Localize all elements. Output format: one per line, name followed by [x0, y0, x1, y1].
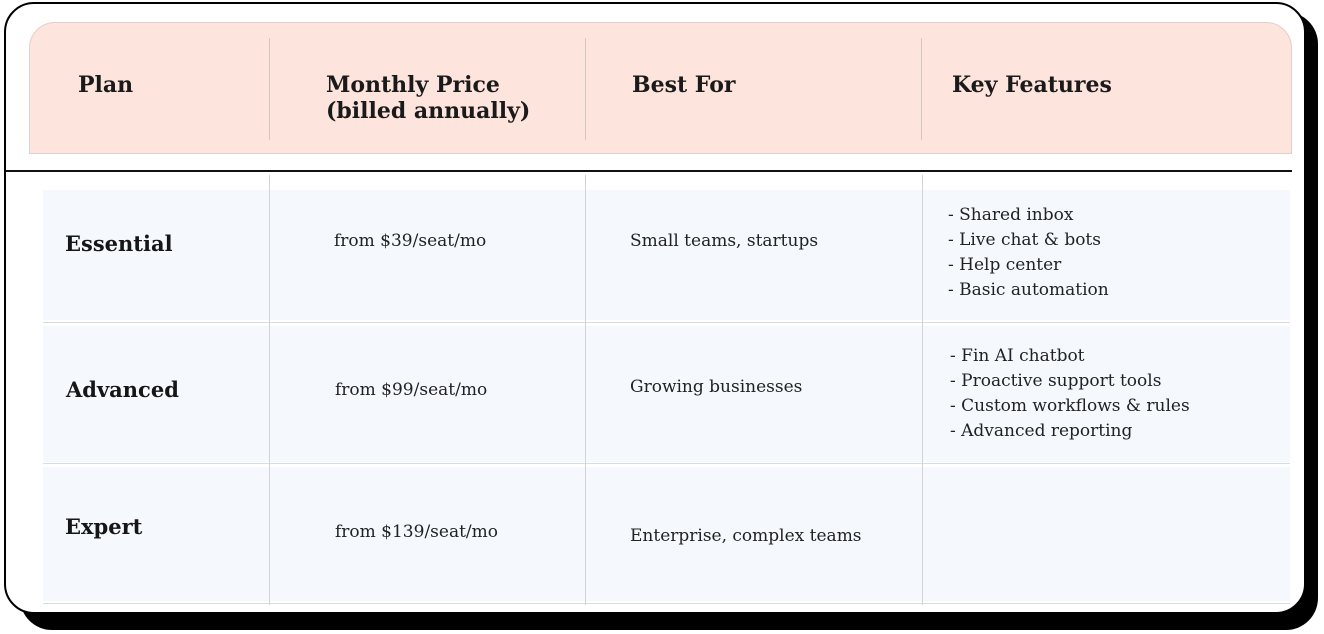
- feature-item: - Custom workflows & rules: [950, 396, 1190, 416]
- feature-item: - Fin AI chatbot: [950, 346, 1085, 366]
- plan-name-advanced: Advanced: [66, 377, 179, 402]
- row-divider: [43, 322, 1290, 323]
- plan-name-expert: Expert: [65, 514, 143, 539]
- feature-item: - Live chat & bots: [948, 230, 1101, 250]
- column-divider: [269, 175, 270, 605]
- price-essential: from $39/seat/mo: [334, 231, 487, 251]
- header-plan: Plan: [78, 72, 134, 98]
- price-advanced: from $99/seat/mo: [335, 380, 488, 400]
- feature-item: - Shared inbox: [948, 205, 1074, 225]
- feature-item: - Basic automation: [948, 280, 1109, 300]
- price-expert: from $139/seat/mo: [335, 522, 499, 542]
- header-divider: [269, 38, 270, 140]
- header-separator-rule: [6, 170, 1292, 172]
- table-row-essential: [43, 190, 1290, 320]
- features-list-advanced: - Fin AI chatbot - Proactive support too…: [950, 344, 1190, 444]
- feature-item: - Advanced reporting: [950, 421, 1133, 441]
- best-for-expert: Enterprise, complex teams: [630, 526, 862, 546]
- header-divider: [921, 38, 922, 140]
- column-divider: [922, 175, 923, 605]
- row-divider: [43, 463, 1290, 464]
- header-price-line1: Monthly Price: [326, 72, 500, 98]
- feature-item: - Help center: [948, 255, 1062, 275]
- row-divider: [43, 603, 1290, 604]
- header-key-features: Key Features: [952, 72, 1112, 98]
- header-best-for: Best For: [632, 72, 736, 98]
- header-price-line2: (billed annually): [326, 98, 531, 124]
- table-header-row: [29, 22, 1292, 154]
- table-row-expert: [43, 467, 1290, 601]
- header-divider: [585, 38, 586, 140]
- column-divider: [585, 175, 586, 605]
- feature-item: - Proactive support tools: [950, 371, 1162, 391]
- table-row-advanced: [43, 326, 1290, 462]
- features-list-essential: - Shared inbox - Live chat & bots - Help…: [948, 203, 1109, 303]
- best-for-advanced: Growing businesses: [630, 377, 803, 397]
- best-for-essential: Small teams, startups: [630, 231, 819, 251]
- header-monthly-price: Monthly Price (billed annually): [326, 72, 530, 124]
- plan-name-essential: Essential: [65, 231, 173, 256]
